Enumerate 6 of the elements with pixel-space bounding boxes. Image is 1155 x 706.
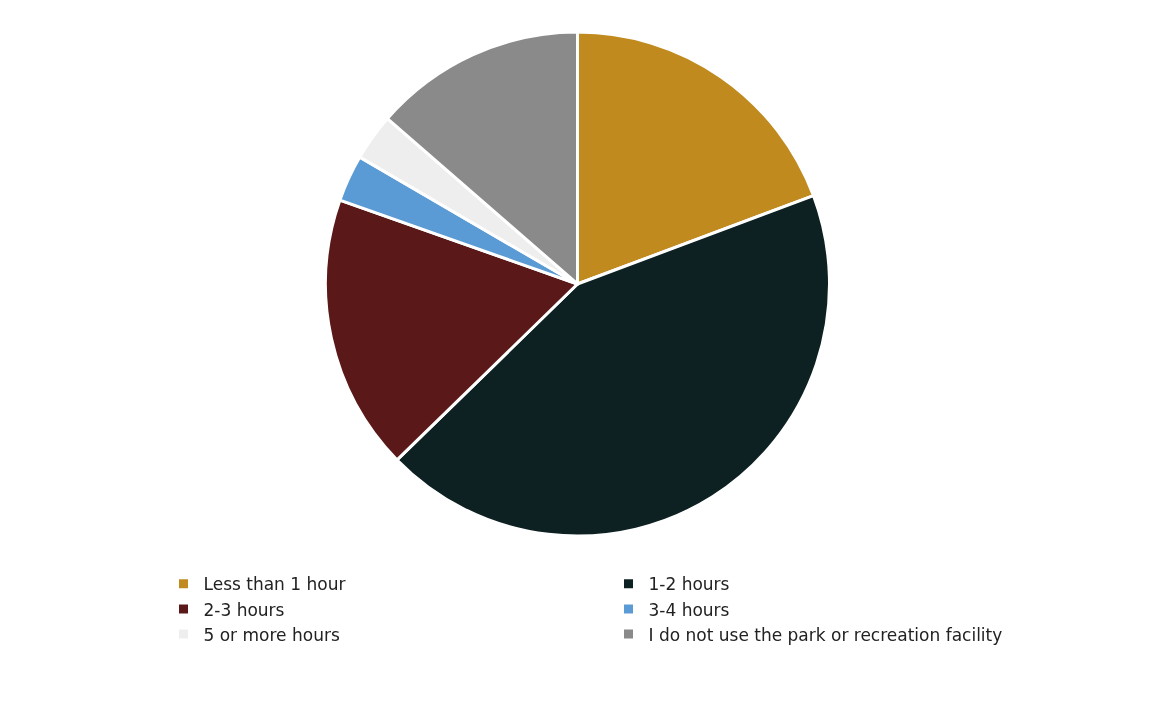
legend-label: 5 or more hours bbox=[203, 624, 340, 645]
legend-label: 1-2 hours bbox=[648, 574, 730, 595]
legend-label: I do not use the park or recreation facility bbox=[648, 624, 1003, 645]
legend-label: 3-4 hours bbox=[648, 599, 730, 620]
legend-label: Less than 1 hour bbox=[203, 574, 346, 595]
legend-label: 2-3 hours bbox=[203, 599, 285, 620]
